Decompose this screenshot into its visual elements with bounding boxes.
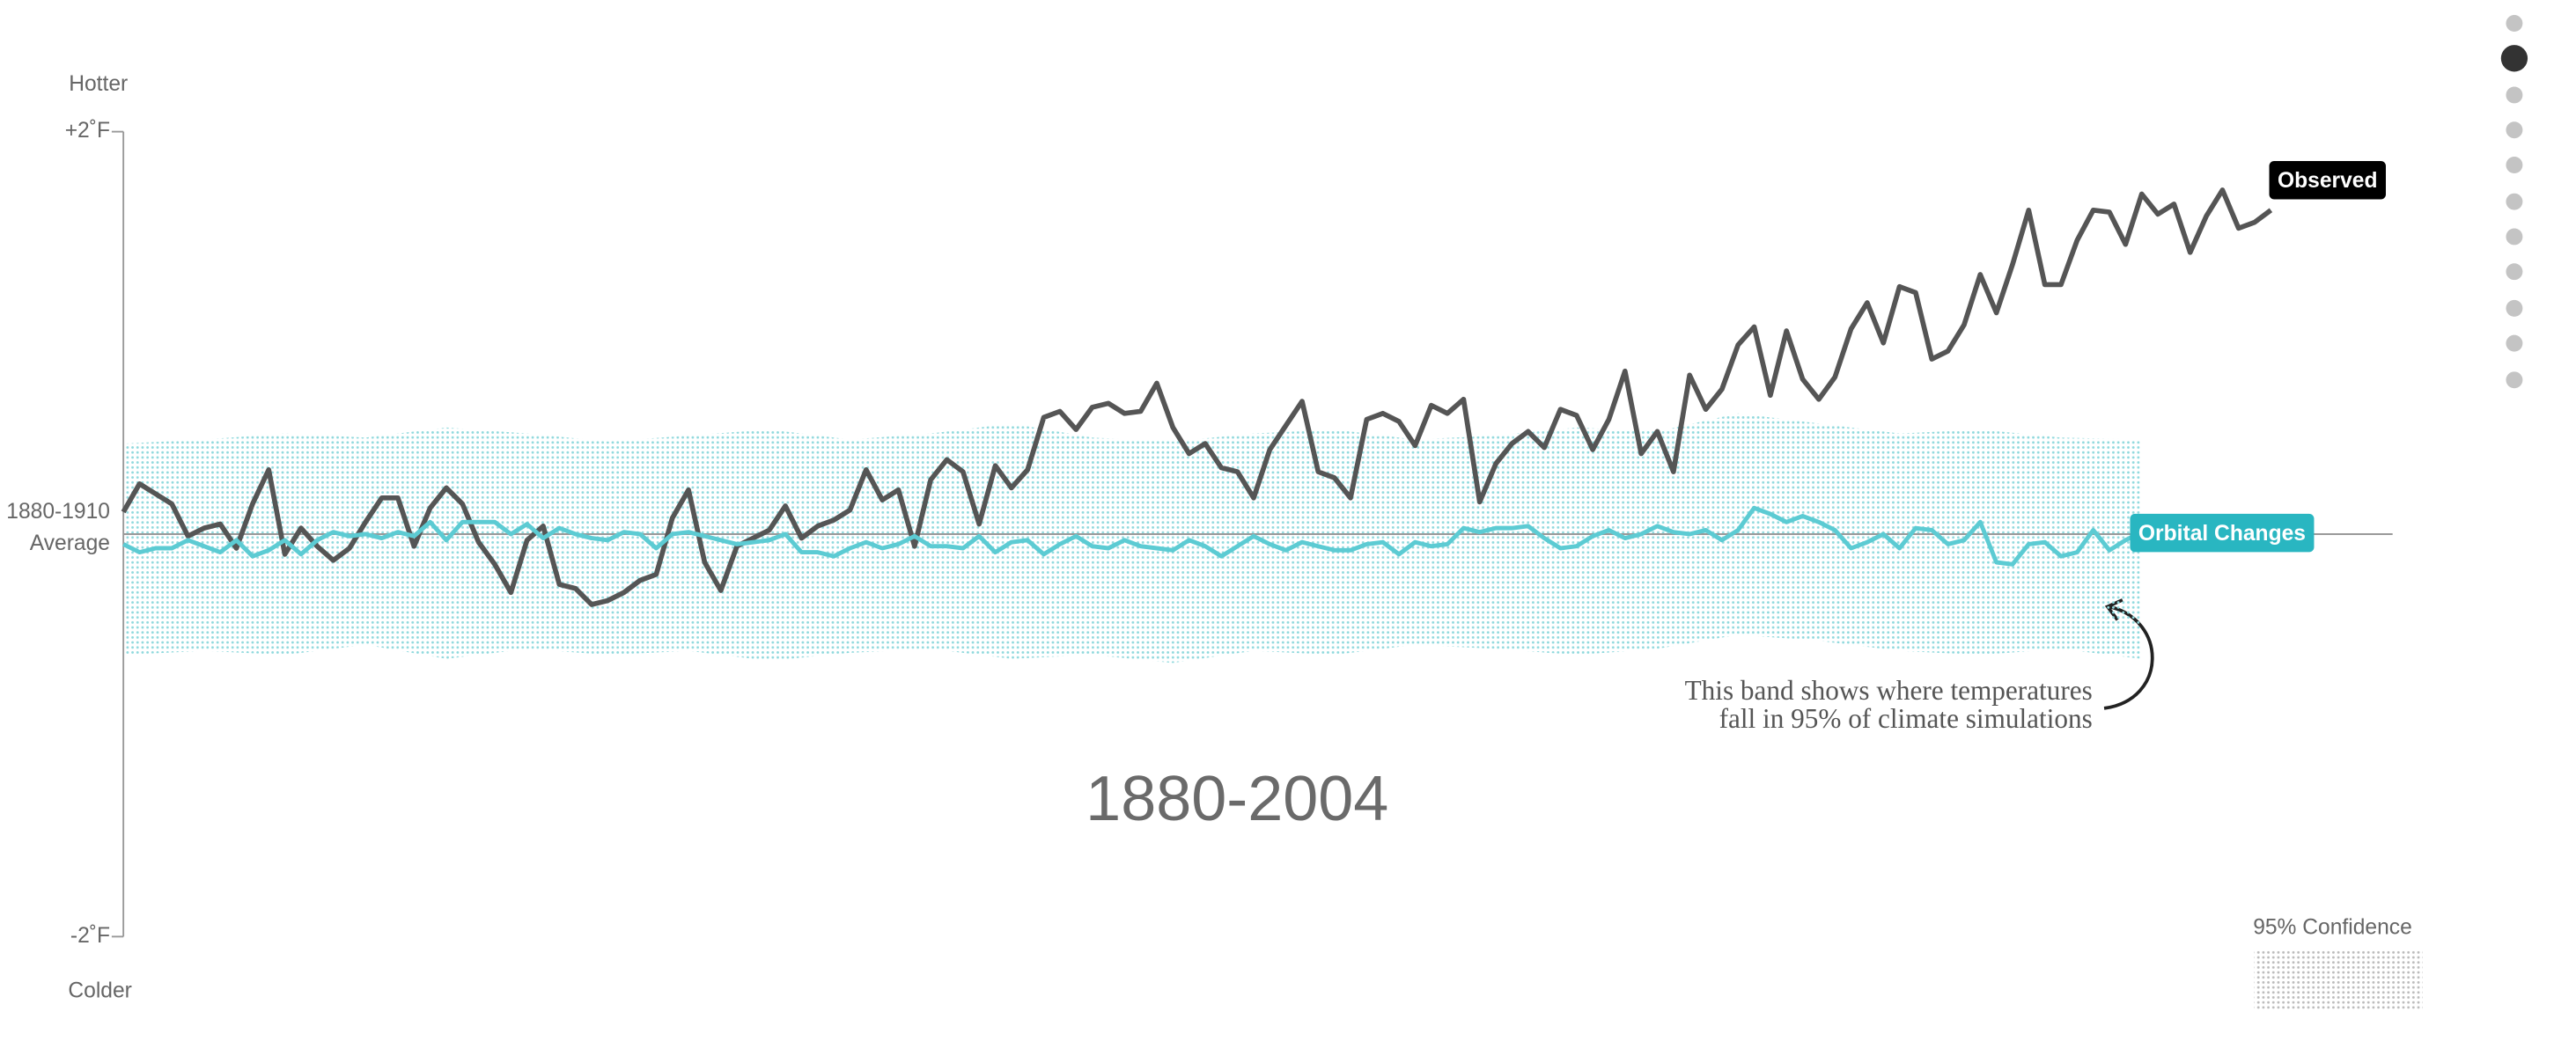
series-line	[121, 187, 2273, 607]
period-title: 1880-2004	[1086, 764, 1388, 834]
nav-dot[interactable]	[2506, 263, 2523, 281]
nav-dot[interactable]	[2506, 334, 2523, 352]
annotation-line: This band shows where temperatures	[1685, 675, 2093, 706]
series-label: Orbital Changes	[2130, 513, 2315, 553]
legend-swatch	[2254, 949, 2423, 1010]
y-label-top: Hotter	[69, 72, 128, 96]
y-tick-label: -2˚F	[70, 924, 110, 948]
series-label-text: Orbital Changes	[2138, 522, 2306, 546]
nav-dot[interactable]	[2506, 371, 2523, 389]
nav-dot[interactable]	[2506, 86, 2523, 104]
nav-dot[interactable]	[2506, 121, 2523, 139]
series-label-box	[2130, 513, 2315, 553]
nav-dot-active[interactable]	[2500, 45, 2528, 72]
nav-dot[interactable]	[2506, 299, 2523, 317]
nav-dot[interactable]	[2506, 193, 2523, 210]
y-tick-label: Average	[30, 531, 110, 555]
y-tick-label: 1880-1910	[6, 500, 110, 524]
y-tick-label: +2˚F	[65, 119, 110, 143]
slide-nav	[2500, 15, 2528, 389]
nav-dot[interactable]	[2506, 157, 2523, 173]
nav-dot[interactable]	[2506, 228, 2523, 246]
nav-dot[interactable]	[2506, 15, 2523, 32]
confidence-band	[123, 413, 2142, 663]
annotation-line: fall in 95% of climate simulations	[1719, 703, 2093, 734]
series-label-text: Observed	[2278, 169, 2378, 193]
series-label-box	[2269, 160, 2387, 200]
y-label-bottom: Colder	[68, 979, 132, 1002]
legend-label: 95% Confidence	[2253, 915, 2412, 939]
series-label: Observed	[2269, 160, 2387, 200]
series-line	[122, 505, 2143, 567]
